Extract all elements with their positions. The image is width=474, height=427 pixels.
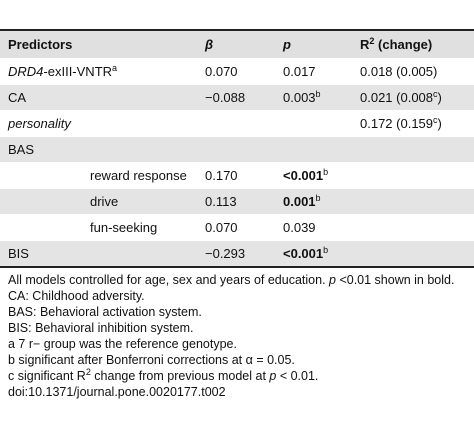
cell: 0.070 xyxy=(205,220,238,235)
cell: DRD4-exIII-VNTRa xyxy=(8,59,117,84)
table-row: drive 0.113 0.001b xyxy=(0,189,474,214)
cell: 0.021 (0.008c) xyxy=(360,85,442,110)
header-text: β xyxy=(205,37,214,52)
superscript: a xyxy=(112,63,118,73)
superscript: b xyxy=(315,89,321,99)
cell-text: ) xyxy=(437,90,442,105)
cell: <0.001b xyxy=(283,163,328,188)
note-text: p xyxy=(329,273,336,287)
table-row: personality 0.172 (0.159c) xyxy=(0,111,474,136)
table-row: CA −0.088 0.003b 0.021 (0.008c) xyxy=(0,85,474,110)
cell: personality xyxy=(8,111,71,136)
cell: BIS xyxy=(8,246,29,261)
cell: −0.088 xyxy=(205,90,246,105)
note-text: < 0.01. xyxy=(276,369,319,383)
superscript: b xyxy=(323,167,329,177)
table-row: reward response 0.170 <0.001b xyxy=(0,163,474,188)
cell: CA xyxy=(8,90,27,105)
header-text: R xyxy=(360,37,370,52)
cell-text: personality xyxy=(8,116,71,131)
cell-text: ) xyxy=(437,116,442,131)
cell-text: 0.001 xyxy=(283,194,316,209)
cell: −0.293 xyxy=(205,246,246,261)
cell: <0.001b xyxy=(283,241,328,266)
cell: 0.113 xyxy=(205,194,237,209)
cell: 0.018 (0.005) xyxy=(360,64,438,79)
table-row: BAS xyxy=(0,137,474,162)
footnote: All models controlled for age, sex and y… xyxy=(8,272,468,288)
cell-text: 0.172 (0.159 xyxy=(360,116,434,131)
note-text: All models controlled for age, sex and y… xyxy=(8,273,330,287)
superscript: 2 xyxy=(85,367,91,377)
cell-text: 0.021 (0.008 xyxy=(360,90,434,105)
footnote: BIS: Behavioral inhibition system. xyxy=(8,321,194,335)
footnotes: All models controlled for age, sex and y… xyxy=(8,272,468,400)
header-text: (change) xyxy=(374,37,433,52)
table-row: fun-seeking 0.070 0.039 xyxy=(0,215,474,240)
superscript: 2 xyxy=(369,36,375,46)
cell: fun-seeking xyxy=(90,220,158,235)
header-cell: R2 (change) xyxy=(360,31,432,58)
header-cell: p xyxy=(283,31,291,58)
bottom-rule xyxy=(0,266,474,268)
cell-text: <0.001 xyxy=(283,168,324,183)
footnote: a 7 r− group was the reference genotype. xyxy=(8,337,237,351)
cell-text: DRD4 xyxy=(8,64,44,79)
table-row: DRD4-exIII-VNTRa 0.070 0.017 0.018 (0.00… xyxy=(0,59,474,84)
footnote: BAS: Behavioral activation system. xyxy=(8,305,202,319)
superscript: b xyxy=(315,193,321,203)
header-text: p xyxy=(283,37,291,52)
note-text: c significant R xyxy=(8,369,86,383)
cell: 0.039 xyxy=(283,220,316,235)
footnote: c significant R2 change from previous mo… xyxy=(8,368,468,384)
cell: BAS xyxy=(8,142,35,157)
footnote: doi:10.1371/journal.pone.0020177.t002 xyxy=(8,385,226,399)
note-text: p xyxy=(269,369,277,383)
footnote: CA: Childhood adversity. xyxy=(8,289,145,303)
note-text: <0.01 shown in bold. xyxy=(335,273,455,287)
top-rule xyxy=(0,29,474,31)
cell-text: -exIII-VNTR xyxy=(43,64,113,79)
cell-text: 0.003 xyxy=(283,90,316,105)
note-text: change from previous model at xyxy=(90,369,270,383)
cell: 0.170 xyxy=(205,168,238,183)
superscript: c xyxy=(433,89,438,99)
superscript: c xyxy=(433,115,438,125)
header-cell: β xyxy=(205,31,213,58)
cell: 0.070 xyxy=(205,64,238,79)
cell: 0.172 (0.159c) xyxy=(360,111,442,136)
cell-text: <0.001 xyxy=(283,246,324,261)
footnote: b significant after Bonferroni correctio… xyxy=(8,353,295,367)
table-row: BIS −0.293 <0.001b xyxy=(0,241,474,266)
cell: 0.017 xyxy=(283,64,316,79)
cell: 0.003b xyxy=(283,85,321,110)
header-row: Predictors β p R2 (change) xyxy=(0,31,474,58)
cell: reward response xyxy=(90,168,187,183)
cell: drive xyxy=(90,194,119,209)
header-cell: Predictors xyxy=(8,37,73,52)
superscript: b xyxy=(323,245,329,255)
cell: 0.001b xyxy=(283,189,321,214)
